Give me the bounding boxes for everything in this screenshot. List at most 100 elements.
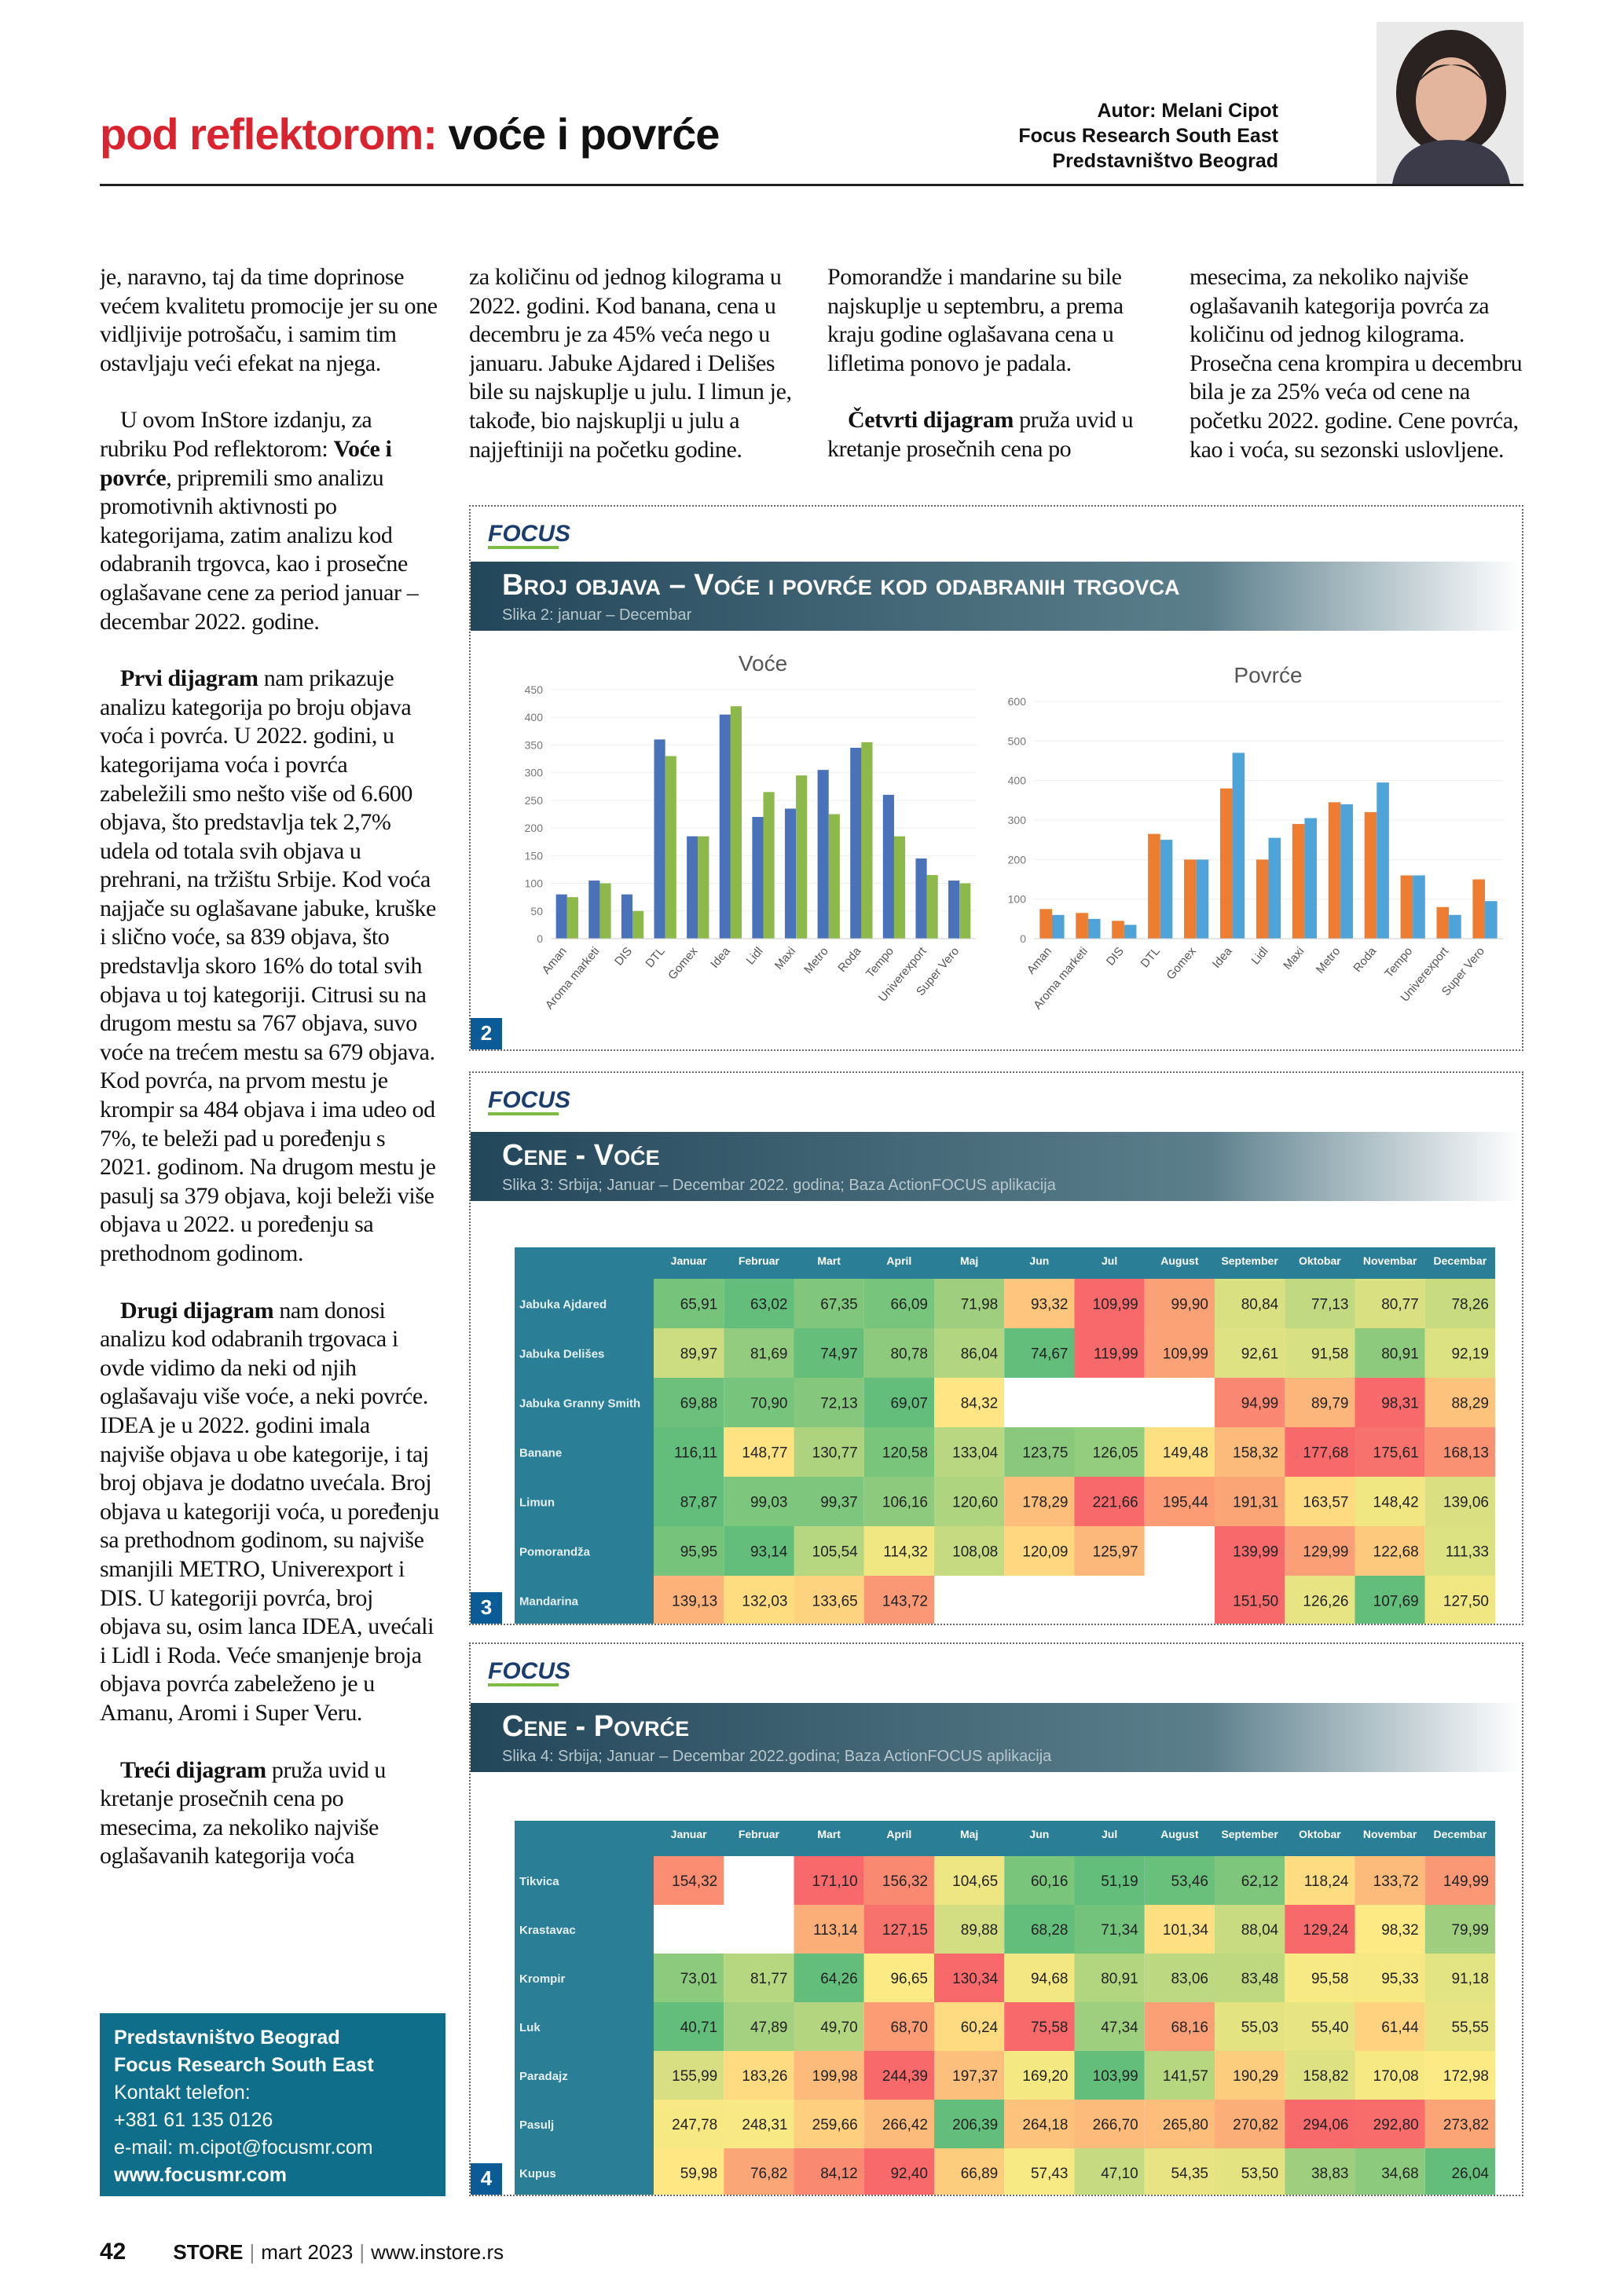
cell-value: 93,14 <box>750 1544 788 1561</box>
column-header: Mart <box>817 1828 841 1840</box>
table-cell <box>863 1378 934 1427</box>
y-tick-label: 100 <box>1008 893 1027 906</box>
contact-email: e-mail: m.cipot@focusmr.com <box>114 2137 373 2159</box>
figure-subtitle: Slika 3: Srbija; Januar – Decembar 2022.… <box>502 1177 1057 1194</box>
table-cell <box>934 1905 1005 1954</box>
cell-value: 40,71 <box>680 2020 718 2036</box>
column-header: Januar <box>671 1254 707 1267</box>
cell-value: 72,13 <box>820 1396 858 1412</box>
table-cell <box>654 1279 724 1328</box>
table-cell <box>863 1526 934 1576</box>
table-cell <box>1215 1954 1285 2002</box>
x-tick-label: Aman <box>540 945 570 977</box>
column-header: Januar <box>671 1828 707 1840</box>
cell-value: 122,68 <box>1373 1544 1419 1561</box>
table-cell <box>863 2051 934 2100</box>
figure-logo: FOCUS <box>488 1087 570 1113</box>
table-cell <box>1004 1856 1075 1905</box>
bar <box>1364 811 1377 939</box>
cell-value: 55,03 <box>1241 2020 1279 2036</box>
bar <box>1219 788 1233 939</box>
bar <box>665 756 676 939</box>
column-header: Novembar <box>1363 1828 1417 1840</box>
cell-value: 99,03 <box>750 1495 788 1511</box>
table-cell <box>1074 1477 1145 1526</box>
article-title: voće i povrće <box>448 109 720 159</box>
column-header: Maj <box>960 1828 978 1840</box>
table-cell <box>934 1427 1005 1477</box>
table-cell <box>724 1856 794 1905</box>
table-cell <box>1285 1526 1355 1576</box>
table-cell <box>1074 1954 1145 2002</box>
column-header: August <box>1160 1254 1199 1267</box>
table-cell <box>1355 1856 1425 1905</box>
cell-value: 109,99 <box>1093 1297 1138 1313</box>
table-cell <box>1285 1905 1355 1954</box>
table-cell <box>1215 1576 1285 1625</box>
cell-value: 264,18 <box>1022 2117 1068 2133</box>
bar <box>1087 918 1101 939</box>
table-cell <box>1144 1279 1215 1328</box>
row-label: Jabuka Delišes <box>519 1348 604 1361</box>
table-cell <box>1355 1905 1425 1954</box>
column-header: Maj <box>960 1254 978 1267</box>
cell-value: 53,46 <box>1171 1873 1208 1890</box>
table-cell <box>1355 1328 1425 1378</box>
figure-subtitle: Slika 4: Srbija; Januar – Decembar 2022.… <box>502 1748 1052 1765</box>
cell-value: 133,72 <box>1373 1873 1419 1890</box>
table-cell <box>794 2148 864 2197</box>
row-label: Jabuka Granny Smith <box>519 1397 640 1411</box>
cell-value: 129,99 <box>1303 1544 1348 1561</box>
bar <box>763 792 775 939</box>
table-cell <box>1074 1378 1145 1427</box>
table-cell <box>1355 2051 1425 2100</box>
table-cell <box>1285 1954 1355 2002</box>
cell-value: 80,77 <box>1381 1297 1419 1313</box>
table-cell <box>1144 1328 1215 1378</box>
cell-value: 88,29 <box>1451 1396 1489 1412</box>
x-tick-label: Maxi <box>772 945 798 972</box>
cell-value: 89,88 <box>961 1922 999 1939</box>
column-header: August <box>1160 1828 1199 1840</box>
table-cell <box>724 1378 794 1427</box>
cell-value: 133,65 <box>812 1594 858 1610</box>
cell-value: 86,04 <box>961 1346 999 1363</box>
cell-value: 103,99 <box>1093 2068 1138 2085</box>
column-header: September <box>1221 1828 1278 1840</box>
x-tick-label: DIS <box>612 945 635 969</box>
y-tick-label: 250 <box>525 794 544 807</box>
table-cell <box>1424 1576 1495 1625</box>
cell-value: 148,77 <box>742 1445 787 1462</box>
cell-value: 80,78 <box>890 1346 928 1363</box>
bold-run: Četvrti dijagram <box>848 407 1014 434</box>
table-cell <box>1424 2051 1495 2100</box>
bar <box>555 894 567 939</box>
table-cell <box>1285 2051 1355 2100</box>
table-cell <box>794 2002 864 2051</box>
cell-value: 98,32 <box>1381 1922 1419 1939</box>
cell-value: 273,82 <box>1443 2117 1489 2133</box>
cell-value: 265,80 <box>1163 2117 1208 2133</box>
cell-value: 158,32 <box>1233 1445 1278 1462</box>
table-cell <box>654 2148 724 2197</box>
cell-value: 148,42 <box>1373 1495 1419 1511</box>
page-number: 42 <box>100 2239 126 2265</box>
x-tick-label: Idea <box>1210 944 1235 971</box>
figure-canvas: FOCUS Cene - Povrće Slika 4: Srbija; Janua… <box>471 1658 1522 2197</box>
author-photo <box>1377 22 1523 184</box>
table-cell <box>794 1378 864 1427</box>
cell-value: 92,61 <box>1241 1346 1279 1363</box>
table-cell <box>1144 1427 1215 1477</box>
column-header: Oktobar <box>1299 1828 1341 1840</box>
y-tick-label: 0 <box>537 932 543 945</box>
cell-value: 247,78 <box>672 2117 717 2133</box>
cell-value: 67,35 <box>820 1297 858 1313</box>
cell-value: 76,82 <box>750 2166 788 2182</box>
section-name: pod reflektorom: <box>100 109 438 159</box>
bar <box>861 742 873 939</box>
text-run: Pomorandže i mandarine su bile najskuplj… <box>827 264 1124 376</box>
column-header: Novembar <box>1363 1254 1417 1267</box>
bar <box>566 897 578 939</box>
figure-number-box <box>471 1018 502 1049</box>
table-cell <box>1355 2100 1425 2148</box>
